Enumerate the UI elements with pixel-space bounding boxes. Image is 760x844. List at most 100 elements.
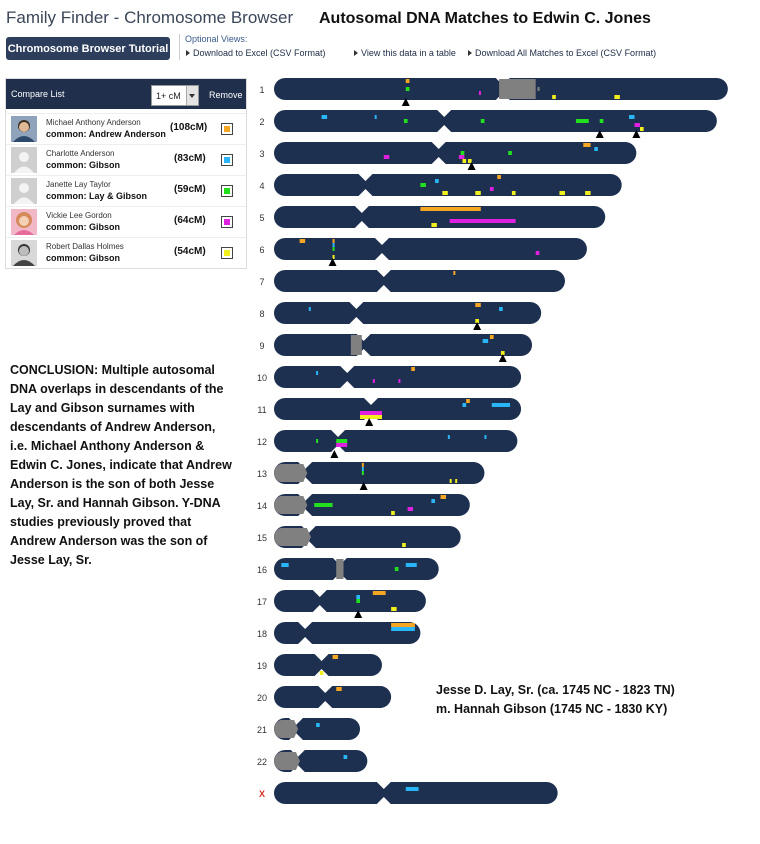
match-segment — [500, 351, 505, 355]
chromosome-X[interactable] — [274, 782, 558, 804]
conclusion-text: CONCLUSION: Multiple autosomal DNA overl… — [10, 363, 232, 567]
match-segment — [420, 207, 481, 211]
match-segment — [455, 479, 458, 483]
chromosome-label: 19 — [257, 661, 267, 671]
chromosome-13[interactable] — [274, 462, 485, 484]
chromosome-6[interactable] — [274, 238, 587, 260]
chromosome-label: 16 — [257, 565, 267, 575]
match-segment — [511, 191, 516, 195]
compare-list-header: Compare List 1+ cM Remove — [6, 79, 246, 109]
match-cm: (54cM) — [174, 246, 206, 257]
compare-list-title: Compare List — [11, 89, 65, 99]
match-name[interactable]: Janette Lay Taylor — [46, 180, 111, 189]
match-segment — [466, 399, 470, 403]
match-name[interactable]: Vickie Lee Gordon — [46, 211, 112, 220]
match-row: Janette Lay Taylor common: Lay & Gibson … — [6, 175, 246, 206]
ancestor-caption: Jesse D. Lay, Sr. (ca. 1745 NC - 1823 TN… — [436, 681, 675, 719]
tutorial-button[interactable]: Chromosome Browser Tutorial — [6, 37, 170, 60]
match-segment — [431, 223, 437, 227]
match-segment — [360, 415, 382, 419]
remove-checkbox[interactable] — [221, 216, 233, 228]
overlap-arrow-icon — [632, 130, 641, 138]
overlap-arrow-icon — [354, 610, 363, 618]
match-segment — [442, 191, 448, 195]
match-segment — [599, 119, 604, 123]
match-color-swatch — [224, 250, 230, 256]
centromere-region — [499, 79, 536, 99]
match-segment — [420, 183, 426, 187]
match-segment — [475, 303, 481, 307]
chromosome-3[interactable] — [274, 142, 637, 164]
chromosome-7[interactable] — [274, 270, 565, 292]
match-segment — [508, 151, 512, 155]
match-segment — [391, 511, 395, 515]
chromosome-4[interactable] — [274, 174, 622, 196]
optional-views-label: Optional Views: — [185, 34, 248, 44]
avatar — [11, 147, 37, 173]
match-segment — [383, 155, 390, 159]
chromosome-label: 20 — [257, 693, 267, 703]
threshold-select[interactable]: 1+ cM — [151, 85, 199, 106]
chromosome-10[interactable] — [274, 366, 522, 388]
match-segment — [394, 567, 399, 571]
match-segment — [575, 119, 589, 123]
chromosome-5[interactable] — [274, 206, 606, 228]
chromosome-18[interactable] — [274, 622, 421, 644]
match-segment — [336, 439, 348, 443]
match-segment — [314, 503, 333, 507]
chromosome-19[interactable] — [274, 654, 382, 676]
triangle-right-icon — [186, 50, 190, 56]
page-title: Autosomal DNA Matches to Edwin C. Jones — [319, 10, 651, 27]
chromosome-15[interactable] — [274, 526, 461, 548]
person-photo-icon — [11, 116, 37, 142]
overlap-arrow-icon — [473, 322, 482, 330]
match-segment — [299, 239, 306, 243]
match-segment — [391, 623, 415, 627]
chromosome-12[interactable] — [274, 430, 518, 452]
match-segment — [332, 255, 335, 259]
chromosome-21[interactable] — [274, 718, 361, 740]
match-cm: (108cM) — [170, 122, 208, 133]
download-excel-link[interactable]: Download to Excel (CSV Format) — [186, 48, 326, 58]
chromosome-17[interactable] — [274, 590, 426, 612]
match-segment — [431, 499, 436, 503]
chromosome-2[interactable] — [274, 110, 717, 132]
chromosome-14[interactable] — [274, 494, 470, 516]
chromosome-label: 9 — [259, 341, 264, 351]
match-segment — [629, 115, 635, 119]
chromosome-11[interactable] — [274, 398, 522, 420]
match-name[interactable]: Robert Dallas Holmes — [46, 242, 124, 251]
match-name[interactable]: Charlotte Anderson — [46, 149, 115, 158]
match-segment — [316, 439, 319, 443]
match-segment — [336, 443, 348, 447]
match-segment — [482, 339, 489, 343]
match-name[interactable]: Michael Anthony Anderson — [46, 118, 141, 127]
remove-checkbox[interactable] — [221, 247, 233, 259]
chromosome-20[interactable] — [274, 686, 392, 708]
chromosome-label: 18 — [257, 629, 267, 639]
chromosome-9[interactable] — [274, 334, 533, 356]
remove-checkbox[interactable] — [221, 185, 233, 197]
chromosome-8[interactable] — [274, 302, 542, 324]
centromere-region — [274, 496, 308, 514]
match-segment — [405, 787, 419, 791]
default-person-icon — [11, 178, 37, 204]
match-segment — [583, 143, 591, 147]
remove-checkbox[interactable] — [221, 154, 233, 166]
avatar — [11, 178, 37, 204]
download-all-link[interactable]: Download All Matches to Excel (CSV Forma… — [468, 48, 656, 58]
remove-checkbox[interactable] — [221, 123, 233, 135]
default-person-icon — [11, 147, 37, 173]
match-segment — [361, 463, 364, 467]
download-excel-link-text: Download to Excel (CSV Format) — [193, 48, 326, 58]
triangle-right-icon — [468, 50, 472, 56]
match-segment — [336, 687, 342, 691]
chevron-down-icon[interactable] — [186, 86, 198, 105]
chromosome-16[interactable] — [274, 558, 439, 580]
view-table-link[interactable]: View this data in a table — [354, 48, 456, 58]
match-segment — [332, 247, 335, 251]
match-segment — [332, 239, 335, 243]
centromere-region — [274, 528, 311, 546]
match-segment — [403, 119, 408, 123]
overlap-arrow-icon — [365, 418, 374, 426]
